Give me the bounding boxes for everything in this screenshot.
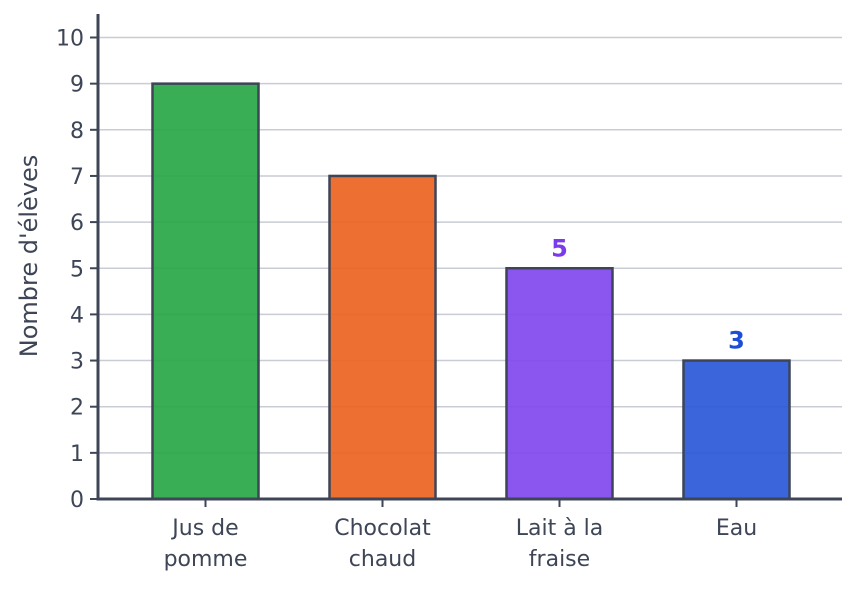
data-labels: 53	[551, 234, 745, 354]
y-tick-label: 7	[70, 165, 84, 190]
y-axis-title: Nombre d'élèves	[15, 155, 43, 358]
y-tick-label: 0	[70, 488, 84, 513]
y-tick-label: 3	[70, 350, 84, 375]
x-tick-label: Chocolat chaud	[334, 516, 431, 572]
y-tick-label: 2	[70, 396, 84, 421]
x-ticks: Jus de pomme Chocolat chaud Lait à la fraise E…	[164, 499, 757, 572]
data-label: 3	[728, 327, 745, 355]
bar	[328, 174, 437, 501]
y-tick-label: 5	[70, 257, 84, 282]
y-tick-label: 10	[56, 27, 84, 52]
y-tick-label: 6	[70, 211, 84, 236]
y-tick-label: 1	[70, 442, 84, 467]
axes	[96, 14, 842, 501]
data-label: 5	[551, 234, 568, 262]
y-tick-label: 9	[70, 73, 84, 98]
bars	[151, 82, 791, 501]
y-tick-label: 4	[70, 303, 84, 328]
x-tick-label: Lait à la fraise	[516, 516, 604, 572]
y-ticks: 0 1 2 3 4 5 6 7 8 9 10	[56, 27, 98, 513]
bar	[505, 267, 614, 501]
bar	[151, 82, 260, 501]
bar	[682, 359, 791, 501]
x-tick-label: Eau	[716, 516, 757, 541]
y-tick-label: 8	[70, 119, 84, 144]
x-tick-label: Jus de pomme	[164, 516, 248, 572]
